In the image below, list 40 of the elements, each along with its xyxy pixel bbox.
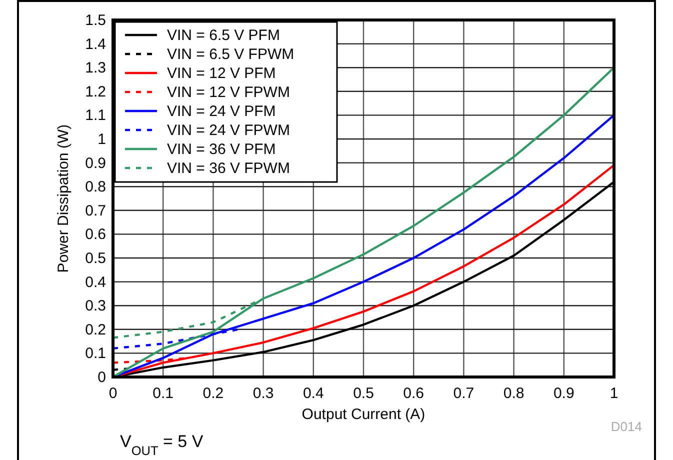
y-tick-label: 0 xyxy=(98,369,106,386)
legend-label: VIN = 24 V FPWM xyxy=(167,122,290,139)
x-tick-label: 1 xyxy=(610,385,618,402)
y-tick-label: 0.9 xyxy=(85,154,106,172)
legend-label: VIN = 36 V FPWM xyxy=(167,160,290,177)
legend-label: VIN = 6.5 V PFM xyxy=(167,27,280,44)
y-tick-label: 0.7 xyxy=(85,202,106,220)
x-tick-label: 0.5 xyxy=(353,385,374,402)
y-tick-label: 1.2 xyxy=(85,83,106,100)
legend-label: VIN = 12 V FPWM xyxy=(167,84,290,101)
legend-label: VIN = 6.5 V FPWM xyxy=(167,46,294,63)
text: V$_{OUT}$ = 5 V xyxy=(120,432,204,458)
x-tick-label: 0.8 xyxy=(503,385,524,402)
y-tick-label: 0.1 xyxy=(85,345,106,362)
legend-label: VIN = 12 V PFM xyxy=(167,65,276,82)
x-tick-label: 0.1 xyxy=(152,385,174,402)
y-tick-label: 0.8 xyxy=(85,178,106,196)
y-tick-label: 0.2 xyxy=(85,321,106,338)
legend-label: VIN = 36 V PFM xyxy=(167,141,276,158)
line-series xyxy=(112,66,616,378)
y-tick-label: 1.3 xyxy=(85,60,106,77)
y-tick-label: 0.5 xyxy=(85,250,106,267)
x-axis-title: Output Current (A) xyxy=(302,406,426,423)
y-tick-label: 1.5 xyxy=(85,12,106,29)
x-tick-label: 0 xyxy=(108,385,118,402)
y-tick-label: 1 xyxy=(98,131,106,148)
text: D014 xyxy=(610,419,642,434)
y-tick-label: 0.3 xyxy=(85,298,106,315)
legend-label: VIN = 24 V PFM xyxy=(167,103,276,120)
x-tick-label: 0.9 xyxy=(553,385,574,402)
x-tick-label: 0.3 xyxy=(252,385,274,402)
y-tick-label: 0.6 xyxy=(85,226,106,244)
y-axis-title: Power Dissipation (W) xyxy=(55,124,72,273)
x-tick-label: 0.6 xyxy=(403,385,424,402)
x-tick-label: 0.7 xyxy=(453,385,474,402)
y-tick-label: 1.1 xyxy=(85,107,106,124)
x-tick-label: 0.2 xyxy=(202,385,224,402)
y-tick-label: 1.4 xyxy=(85,36,106,53)
y-tick-label: 0.4 xyxy=(85,274,106,291)
x-tick-label: 0.4 xyxy=(302,385,324,402)
